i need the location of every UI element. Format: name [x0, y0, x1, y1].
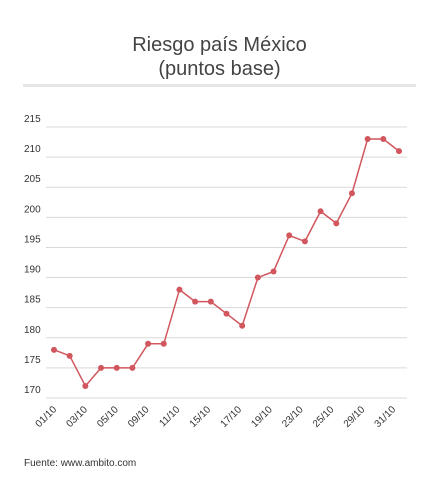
- data-point[interactable]: [145, 340, 152, 347]
- data-point[interactable]: [192, 298, 199, 305]
- chart-title-line2: (puntos base): [158, 58, 281, 80]
- data-point[interactable]: [129, 364, 136, 371]
- data-point[interactable]: [113, 364, 120, 371]
- x-tick-label: 25/10: [311, 404, 337, 430]
- y-tick-label: 170: [24, 385, 41, 396]
- series-layer: [51, 136, 402, 389]
- x-tick-label: 17/10: [219, 404, 245, 430]
- y-tick-labels: 170 175 180 185 190 195 200 205 210 215: [24, 114, 41, 396]
- chart-title-line1: Riesgo país México: [132, 34, 307, 56]
- y-tick-label: 185: [24, 295, 41, 306]
- data-point[interactable]: [286, 232, 293, 239]
- x-tick-label: 31/10: [373, 404, 399, 430]
- data-point[interactable]: [333, 220, 340, 227]
- y-tick-label: 195: [24, 234, 41, 245]
- x-tick-label: 11/10: [157, 404, 182, 429]
- y-tick-label: 210: [24, 144, 41, 155]
- series-line: [53, 138, 400, 388]
- x-tick-label: 09/10: [126, 404, 152, 430]
- x-tick-label: 01/10: [34, 404, 60, 430]
- y-tick-label: 175: [24, 355, 41, 366]
- title-separator: [23, 84, 416, 87]
- data-point[interactable]: [160, 340, 167, 347]
- data-point[interactable]: [301, 238, 308, 245]
- source-note: Fuente: www.ambito.com: [24, 458, 137, 469]
- data-point[interactable]: [66, 352, 73, 359]
- data-point[interactable]: [82, 382, 89, 389]
- y-tick-label: 180: [24, 325, 41, 336]
- x-tick-label: 29/10: [342, 404, 368, 430]
- data-point[interactable]: [380, 136, 387, 143]
- y-tick-label: 205: [24, 174, 41, 185]
- data-point[interactable]: [98, 364, 105, 371]
- data-point[interactable]: [239, 322, 246, 329]
- data-point[interactable]: [254, 274, 261, 281]
- y-tick-label: 215: [24, 114, 41, 125]
- data-point[interactable]: [176, 286, 183, 293]
- data-point[interactable]: [270, 268, 277, 275]
- x-tick-label: 23/10: [280, 404, 306, 430]
- y-tick-label: 190: [24, 265, 41, 276]
- x-tick-label: 05/10: [95, 404, 121, 430]
- x-tick-label: 03/10: [64, 404, 90, 430]
- x-tick-label: 19/10: [249, 404, 275, 430]
- data-point[interactable]: [396, 148, 402, 155]
- data-point[interactable]: [317, 208, 324, 215]
- data-point[interactable]: [51, 346, 57, 353]
- chart-title: Riesgo país México (puntos base): [0, 33, 439, 81]
- grid-layer: [46, 126, 407, 399]
- y-tick-label: 200: [24, 204, 41, 215]
- data-point[interactable]: [348, 190, 355, 197]
- data-point[interactable]: [223, 310, 230, 317]
- data-point[interactable]: [364, 136, 371, 143]
- x-tick-label: 15/10: [188, 404, 214, 430]
- data-point[interactable]: [207, 298, 214, 305]
- x-tick-labels: 01/10 03/10 05/10 09/10 11/10 15/10 17/10 19/10…: [34, 404, 399, 430]
